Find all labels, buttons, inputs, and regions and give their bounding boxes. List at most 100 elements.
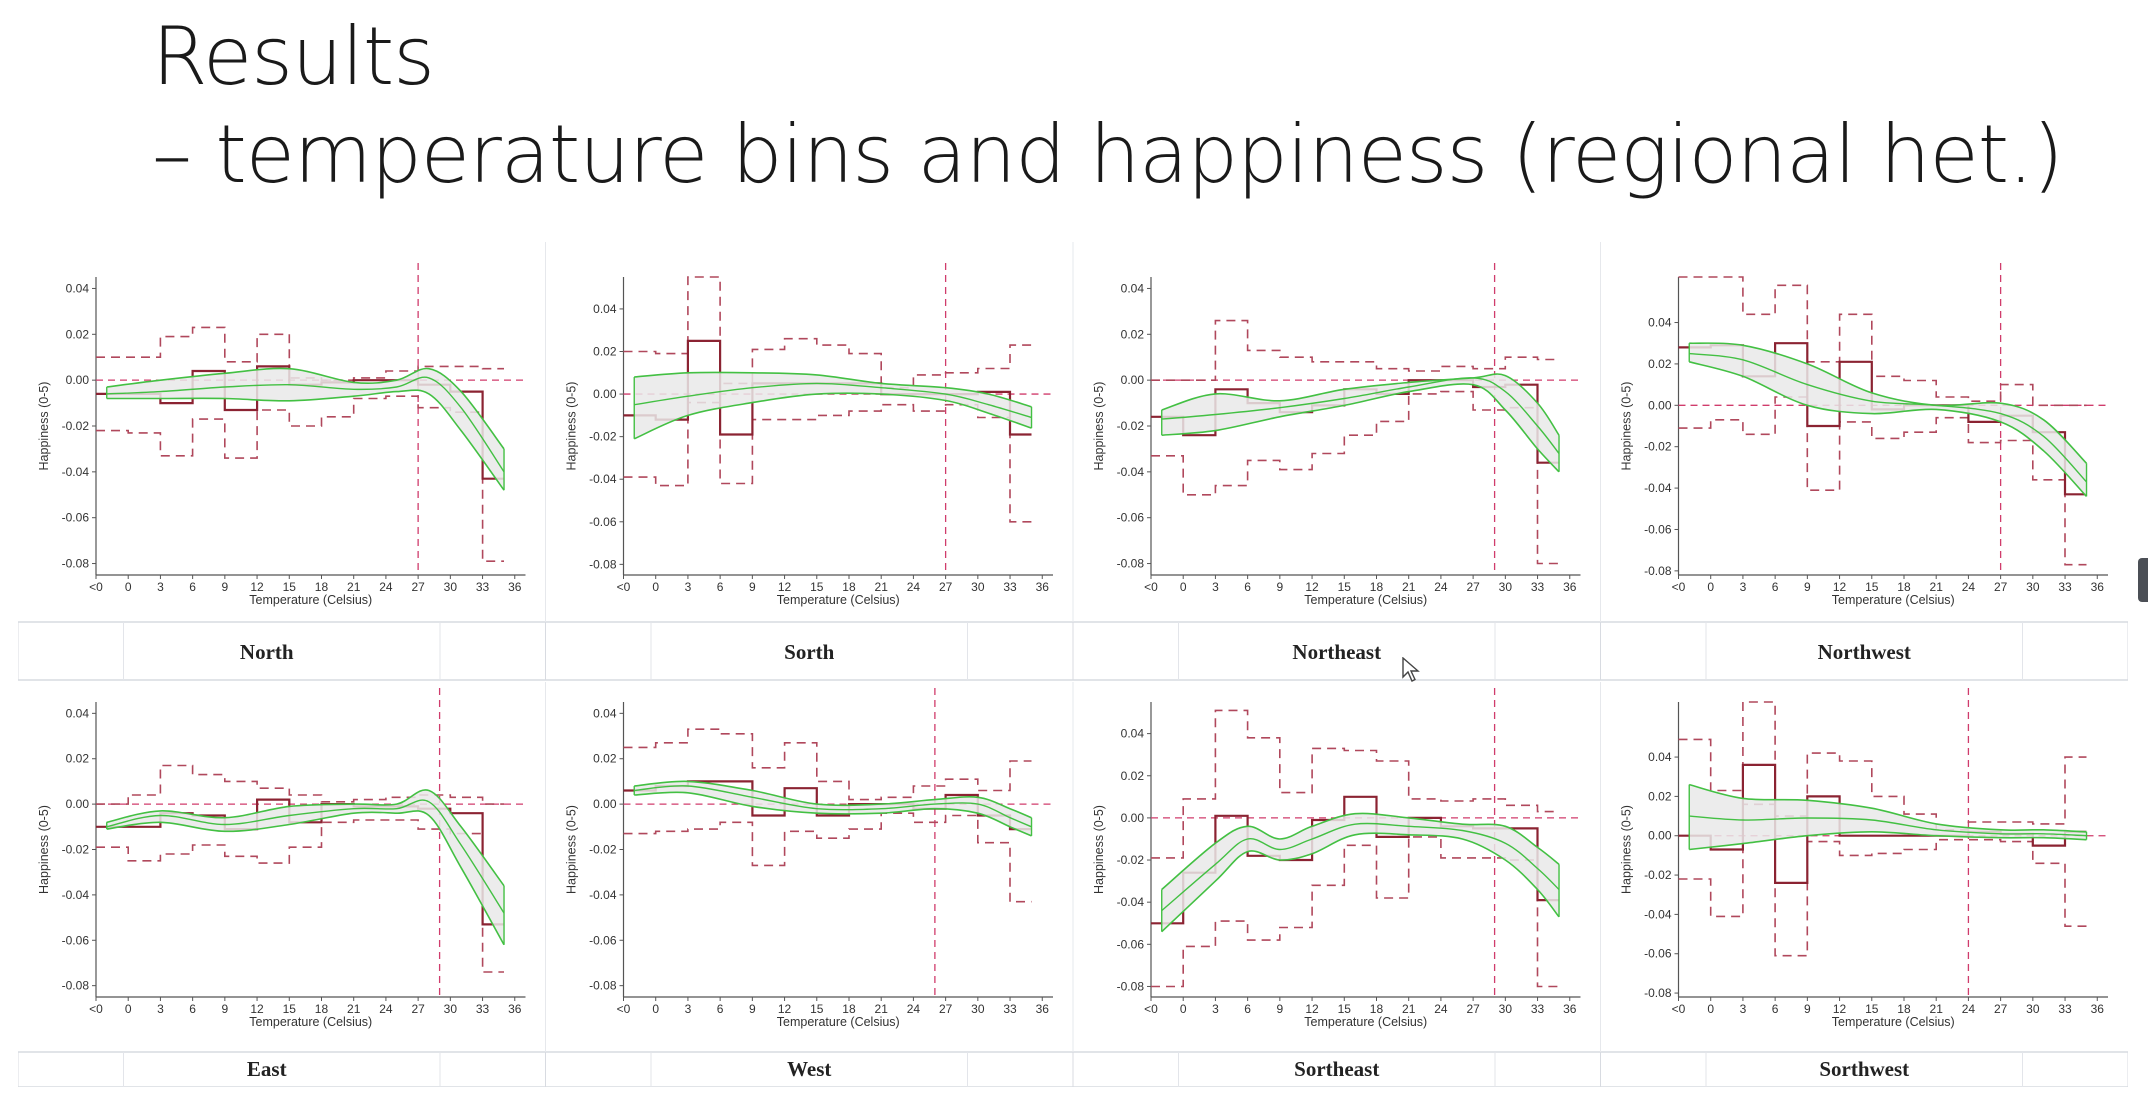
y-axis-label: Happiness (0-5) xyxy=(565,805,579,894)
x-tick-label: <0 xyxy=(617,1002,631,1016)
x-tick-label: 9 xyxy=(749,1002,756,1016)
y-axis-label: Happiness (0-5) xyxy=(565,382,579,471)
band-lower-line xyxy=(633,392,1032,440)
slide-title-line2: – temperature bins and happiness (region… xyxy=(152,108,2064,201)
x-tick-label: 12 xyxy=(1833,1002,1847,1016)
side-panel-handle[interactable] xyxy=(2138,558,2148,602)
x-axis-label: Temperature (Celsius) xyxy=(1304,1015,1427,1029)
y-tick-label: 0.00 xyxy=(1648,398,1672,412)
figure-area: 0.04 0.02 0.00 -0.02 -0.04 -0.06 -0.08 <0 0 3 6 9 12… xyxy=(18,242,2128,1087)
x-tick-label: 21 xyxy=(347,580,361,594)
x-tick-label: 3 xyxy=(1740,580,1747,594)
band-mid-line xyxy=(1161,822,1560,912)
x-tick-label: 30 xyxy=(1499,580,1513,594)
x-tick-label: 15 xyxy=(1865,580,1879,594)
band-mid-line xyxy=(1161,377,1560,454)
y-tick-label: 0.00 xyxy=(593,797,617,811)
y-tick-label: -0.08 xyxy=(1644,564,1672,578)
x-tick-label: 12 xyxy=(778,580,792,594)
x-tick-label: 9 xyxy=(1804,1002,1811,1016)
x-tick-label: 30 xyxy=(2026,580,2040,594)
y-tick-label: 0.04 xyxy=(593,706,617,720)
x-axis-label: Temperature (Celsius) xyxy=(1832,593,1955,607)
x-tick-label: 9 xyxy=(222,580,229,594)
x-tick-label: 30 xyxy=(971,580,985,594)
x-tick-label: 21 xyxy=(1930,580,1944,594)
band-lower-line xyxy=(1689,830,2087,851)
y-tick-label: -0.04 xyxy=(589,888,617,902)
x-tick-label: 36 xyxy=(1563,1002,1577,1016)
slide-title-line1: Results xyxy=(152,10,435,103)
y-tick-label: -0.06 xyxy=(62,933,90,947)
x-tick-label: 9 xyxy=(749,580,756,594)
x-tick-label: <0 xyxy=(1672,1002,1686,1016)
x-tick-label: 24 xyxy=(379,580,393,594)
x-tick-label: 15 xyxy=(283,580,297,594)
y-tick-label: 0.04 xyxy=(1121,727,1145,741)
x-tick-label: 21 xyxy=(1402,580,1416,594)
y-tick-label: -0.04 xyxy=(589,472,617,486)
x-tick-label: 27 xyxy=(1466,1002,1480,1016)
confidence-band-fill xyxy=(1689,784,2087,850)
x-tick-label: 27 xyxy=(1994,1002,2008,1016)
y-tick-label: -0.02 xyxy=(62,843,90,857)
region-caption-northwest: Northwest xyxy=(1818,640,1911,664)
y-tick-label: -0.04 xyxy=(1644,907,1672,921)
y-tick-label: -0.08 xyxy=(1117,979,1145,993)
ci-upper-step xyxy=(96,326,504,381)
y-axis-label: Happiness (0-5) xyxy=(1620,805,1634,894)
chart-northwest: 0.040.020.00-0.02-0.04-0.06-0.08<0 0 3 6 9 12… xyxy=(1620,263,2108,664)
x-tick-label: 33 xyxy=(1531,580,1545,594)
region-caption-northeast: Northeast xyxy=(1292,640,1381,664)
x-tick-label: 3 xyxy=(1212,1002,1219,1016)
x-tick-label: 0 xyxy=(125,1002,132,1016)
y-tick-label: -0.08 xyxy=(589,979,617,993)
x-tick-label: 18 xyxy=(1370,580,1384,594)
y-tick-label: -0.02 xyxy=(589,843,617,857)
x-tick-label: 18 xyxy=(315,580,329,594)
band-mid-line xyxy=(106,376,505,473)
chart-northeast: 0.040.020.00-0.02-0.04-0.06-0.08<0 0 3 6 9 12… xyxy=(1092,263,1581,664)
band-upper-line xyxy=(1689,783,2087,833)
band-mid-line xyxy=(106,799,505,914)
y-tick-label: 0.02 xyxy=(593,752,617,766)
x-tick-label: 0 xyxy=(652,1002,659,1016)
y-tick-label: -0.04 xyxy=(1117,895,1145,909)
y-tick-label: 0.04 xyxy=(1121,281,1145,295)
x-tick-label: 6 xyxy=(189,580,196,594)
x-tick-label: 9 xyxy=(1277,1002,1284,1016)
band-lower-line xyxy=(1161,832,1560,933)
x-tick-label: 18 xyxy=(315,1002,329,1016)
x-tick-label: 36 xyxy=(508,580,522,594)
y-tick-label: -0.06 xyxy=(589,515,617,529)
ci-upper-step xyxy=(623,276,1032,389)
x-tick-label: 33 xyxy=(1003,1002,1017,1016)
x-tick-label: 27 xyxy=(939,1002,953,1016)
y-tick-label: 0.00 xyxy=(66,373,90,387)
x-tick-label: 24 xyxy=(907,1002,921,1016)
y-tick-label: -0.04 xyxy=(62,465,90,479)
ci-upper-step xyxy=(96,764,504,805)
x-tick-label: 24 xyxy=(907,580,921,594)
x-tick-label: 18 xyxy=(1370,1002,1384,1016)
x-tick-label: 30 xyxy=(444,580,458,594)
x-tick-label: 3 xyxy=(685,1002,692,1016)
x-tick-label: 18 xyxy=(842,1002,856,1016)
x-tick-label: 36 xyxy=(1563,580,1577,594)
y-axis-label: Happiness (0-5) xyxy=(37,382,51,471)
x-tick-label: 21 xyxy=(347,1002,361,1016)
band-mid-line xyxy=(634,382,1032,419)
x-tick-label: 6 xyxy=(717,1002,724,1016)
x-tick-label: 3 xyxy=(1212,580,1219,594)
x-tick-label: 15 xyxy=(1865,1002,1879,1016)
x-tick-label: 27 xyxy=(411,580,425,594)
x-tick-label: 3 xyxy=(685,580,692,594)
x-tick-label: 6 xyxy=(1772,580,1779,594)
chart-sortheast: 0.040.020.00-0.02-0.04-0.06-0.08<0 0 3 6 9 12… xyxy=(1092,688,1581,1081)
y-tick-label: 0.02 xyxy=(1648,357,1672,371)
y-tick-label: 0.02 xyxy=(1648,789,1672,803)
x-tick-label: 6 xyxy=(1244,580,1251,594)
x-tick-label: 27 xyxy=(1994,580,2008,594)
chart-north: 0.040.020.00-0.02-0.04-0.06-0.08<0 0 3 6 9 12… xyxy=(37,263,526,664)
x-tick-label: 30 xyxy=(444,1002,458,1016)
